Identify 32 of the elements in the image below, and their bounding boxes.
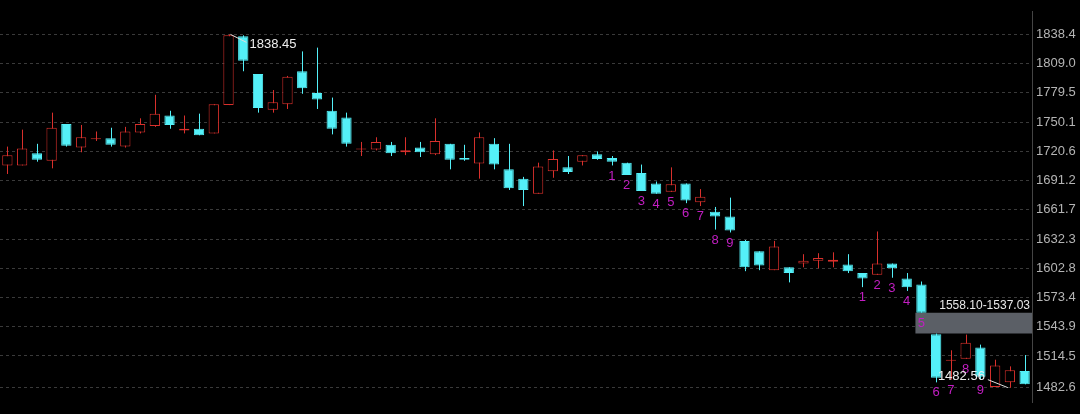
text: 2 <box>622 176 631 192</box>
text: 3 <box>888 279 896 295</box>
y-tick-label: 1632.3 <box>1036 230 1076 246</box>
text: 6 <box>932 384 940 400</box>
annotation: 1838.45 <box>249 35 297 51</box>
text: 4 <box>903 293 911 308</box>
text: 9 <box>976 381 985 397</box>
text: 3 <box>637 193 645 209</box>
band-label: 1558.10-1537.03 <box>939 297 1031 312</box>
text: 1 <box>858 289 867 305</box>
text: 7 <box>696 208 704 224</box>
text: 4 <box>652 195 660 211</box>
text: 1 <box>608 167 616 183</box>
text: 8 <box>711 231 719 247</box>
y-tick-label: 1720.6 <box>1036 142 1076 158</box>
text: 2 <box>873 276 881 292</box>
text: 5 <box>667 193 675 209</box>
text: 5 <box>917 314 926 330</box>
y-tick-label: 1573.4 <box>1036 289 1076 305</box>
y-tick-label: 1482.6 <box>1036 379 1076 395</box>
text: 6 <box>681 205 690 221</box>
text: 7 <box>947 381 955 397</box>
y-tick-label: 1750.1 <box>1036 113 1076 129</box>
y-tick-label: 1838.4 <box>1036 26 1076 42</box>
y-tick-label: 1809.0 <box>1036 55 1076 71</box>
y-tick-label: 1602.8 <box>1036 259 1076 275</box>
y-tick-label: 1514.5 <box>1036 347 1076 363</box>
y-tick-label: 1661.7 <box>1036 201 1076 217</box>
y-tick-label: 1779.5 <box>1036 84 1076 100</box>
y-tick-label: 1691.2 <box>1036 172 1076 188</box>
text: 9 <box>726 234 734 250</box>
y-tick-label: 1543.9 <box>1036 318 1076 334</box>
